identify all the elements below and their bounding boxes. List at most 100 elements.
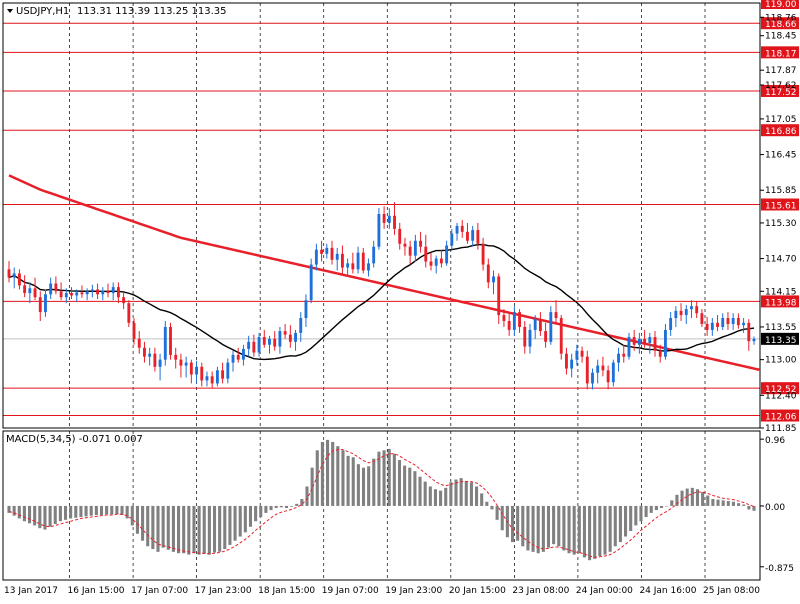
macd-histogram-bar xyxy=(392,453,396,506)
candle-body xyxy=(606,370,610,383)
macd-histogram-bar xyxy=(48,505,52,527)
candle-body xyxy=(215,370,219,384)
macd-histogram-bar xyxy=(649,505,653,513)
candle-body xyxy=(44,294,47,313)
candle-body xyxy=(335,253,339,260)
candle-body xyxy=(340,253,344,268)
macd-histogram-bar xyxy=(58,505,62,522)
macd-histogram-bar xyxy=(618,505,622,543)
price-level-tag xyxy=(761,198,799,211)
macd-histogram-bar xyxy=(634,505,638,526)
candle-body xyxy=(497,276,501,316)
macd-histogram-bar xyxy=(279,505,283,508)
macd-axis-label: 0.00 xyxy=(765,503,785,513)
price-level-tag xyxy=(761,17,799,30)
candle-body xyxy=(544,331,548,342)
macd-histogram-bar xyxy=(99,505,104,515)
candle-body xyxy=(49,283,53,295)
candle-body xyxy=(127,303,131,323)
candle-body xyxy=(210,376,214,384)
candle-body xyxy=(205,376,209,381)
axes: 13 Jan 2017 16 Jan 15:00 17 Jan 07:00 17 Ja… xyxy=(2,2,797,596)
candle-body xyxy=(445,245,449,264)
candle-body xyxy=(33,288,37,298)
candle-body xyxy=(278,331,282,347)
candle-body xyxy=(231,354,235,363)
macd-histogram-bar xyxy=(382,450,386,506)
candle-body xyxy=(518,312,521,327)
candle-body xyxy=(346,263,350,268)
candle-body xyxy=(299,318,303,333)
x-axis-label: 17 Jan 07:00 xyxy=(131,586,188,596)
y-axis-label: 111.85 xyxy=(765,424,797,434)
price-level-label: 116.86 xyxy=(765,127,797,137)
macd-histogram-bar xyxy=(593,505,597,559)
candle-body xyxy=(669,318,673,330)
dropdown-triangle-icon[interactable] xyxy=(7,9,13,13)
price-level-label: 118.17 xyxy=(765,49,797,59)
macd-histogram-bar xyxy=(480,493,484,506)
macd-histogram-bar xyxy=(469,482,473,506)
candle-body xyxy=(658,350,662,357)
macd-histogram-bar xyxy=(320,441,324,506)
macd-histogram-bar xyxy=(372,458,376,506)
macd-histogram-bar xyxy=(659,505,664,509)
candle-body xyxy=(528,329,532,347)
macd-histogram-bar xyxy=(444,487,448,506)
macd-histogram-bar xyxy=(516,505,520,541)
macd-histogram-bar xyxy=(721,500,725,506)
candle-body xyxy=(382,214,386,223)
candle-body xyxy=(627,337,631,357)
macd-histogram-bar xyxy=(680,490,684,506)
price-level-label: 112.52 xyxy=(765,385,797,395)
x-axis-label: 16 Jan 15:00 xyxy=(68,586,125,596)
macd-histogram-bar xyxy=(192,505,196,554)
macd-histogram-bar xyxy=(449,482,453,506)
macd-histogram-bar xyxy=(408,467,412,506)
candle-body xyxy=(226,362,230,379)
macd-histogram-bar xyxy=(115,505,119,515)
price-level-label: 118.66 xyxy=(765,20,797,30)
candle-body xyxy=(54,283,58,292)
macd-histogram-bar xyxy=(228,505,232,545)
candle-body xyxy=(356,252,360,270)
candle-body xyxy=(637,338,641,345)
candle-body xyxy=(143,347,146,357)
candle-body xyxy=(184,362,188,366)
candle-body xyxy=(106,290,110,294)
candle-body xyxy=(367,263,370,271)
macd-histogram-bar xyxy=(552,505,556,545)
candle-body xyxy=(174,354,178,360)
candle-body xyxy=(242,348,245,360)
candle-body xyxy=(80,292,84,295)
horizontal-lines[interactable]: 119.00 118.66 118.17 117.52 116.86 115.61 113.… xyxy=(3,0,799,423)
macd-histogram-bar xyxy=(726,501,730,506)
macd-histogram-bar xyxy=(53,505,57,525)
candle-body xyxy=(262,337,266,345)
macd-histogram-bar xyxy=(526,505,530,551)
macd-histogram-bar xyxy=(28,505,32,524)
macd-histogram-bar xyxy=(74,505,78,518)
macd-histogram-bar xyxy=(397,460,402,506)
candle-body xyxy=(195,366,198,375)
macd-histogram-bar xyxy=(490,505,494,510)
macd-histogram-bar xyxy=(182,505,186,554)
candle-body xyxy=(726,318,730,324)
x-axis-label: 24 Jan 00:00 xyxy=(576,586,633,596)
candle-body xyxy=(481,243,485,265)
macd-histogram-bar xyxy=(428,486,432,506)
macd-panel xyxy=(7,439,756,561)
y-axis-label: 118.76 xyxy=(765,13,797,23)
candle-body xyxy=(512,312,516,330)
candle-body xyxy=(664,329,667,357)
y-axis-label: 117.87 xyxy=(765,66,797,76)
candle-body xyxy=(716,322,719,327)
candle-body xyxy=(502,315,506,322)
macd-histogram-bar xyxy=(387,448,391,506)
candle-body xyxy=(559,318,563,354)
y-axis-label: 114.15 xyxy=(765,287,797,297)
candle-body xyxy=(252,341,256,353)
candle-body xyxy=(17,273,21,286)
